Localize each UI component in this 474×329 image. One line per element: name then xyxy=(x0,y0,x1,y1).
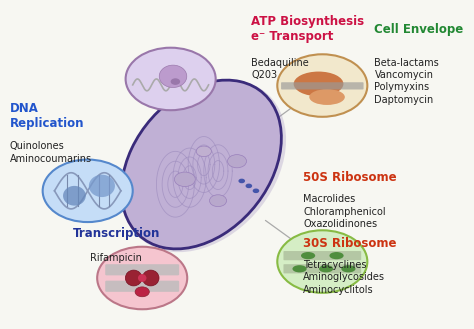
Circle shape xyxy=(196,146,211,157)
Ellipse shape xyxy=(159,65,187,88)
Ellipse shape xyxy=(121,80,286,252)
Ellipse shape xyxy=(319,265,333,272)
Ellipse shape xyxy=(301,252,315,259)
Circle shape xyxy=(97,247,187,309)
Text: 30S Ribosome: 30S Ribosome xyxy=(303,237,397,250)
FancyBboxPatch shape xyxy=(105,264,179,275)
Text: 50S Ribosome: 50S Ribosome xyxy=(303,171,397,184)
Ellipse shape xyxy=(329,252,344,259)
Text: Beta-lactams
Vancomycin
Polymyxins
Daptomycin: Beta-lactams Vancomycin Polymyxins Dapto… xyxy=(374,58,439,105)
Circle shape xyxy=(277,54,367,117)
Circle shape xyxy=(253,189,259,193)
Ellipse shape xyxy=(63,186,86,206)
Circle shape xyxy=(210,195,227,207)
Circle shape xyxy=(277,230,367,293)
Ellipse shape xyxy=(309,89,345,105)
Circle shape xyxy=(43,160,133,222)
Ellipse shape xyxy=(294,72,343,96)
Ellipse shape xyxy=(89,175,115,197)
FancyBboxPatch shape xyxy=(281,82,364,89)
FancyBboxPatch shape xyxy=(105,281,179,292)
Ellipse shape xyxy=(138,274,146,282)
Ellipse shape xyxy=(292,265,307,272)
Circle shape xyxy=(174,172,195,187)
Text: Transcription: Transcription xyxy=(73,227,160,240)
FancyBboxPatch shape xyxy=(283,264,361,273)
Text: Rifampicin: Rifampicin xyxy=(90,253,142,263)
Text: Macrolides
Chloramphenicol
Oxazolidinones: Macrolides Chloramphenicol Oxazolidinone… xyxy=(303,194,386,229)
Circle shape xyxy=(246,184,252,188)
Ellipse shape xyxy=(125,270,142,286)
Circle shape xyxy=(228,155,246,168)
FancyBboxPatch shape xyxy=(283,251,361,260)
Text: ATP Biosynthesis
e⁻ Transport: ATP Biosynthesis e⁻ Transport xyxy=(251,15,365,43)
Text: Bedaquiline
Q203: Bedaquiline Q203 xyxy=(251,58,309,80)
Ellipse shape xyxy=(171,78,180,85)
Circle shape xyxy=(126,48,216,110)
Text: DNA
Replication: DNA Replication xyxy=(9,102,84,130)
Ellipse shape xyxy=(341,265,356,272)
Ellipse shape xyxy=(135,287,149,297)
Text: Tetracyclines
Aminoglycosides
Aminocyclitols: Tetracyclines Aminoglycosides Aminocycli… xyxy=(303,260,385,295)
Ellipse shape xyxy=(142,270,159,286)
Circle shape xyxy=(238,179,245,183)
Text: Cell Envelope: Cell Envelope xyxy=(374,23,464,36)
Text: Quinolones
Aminocoumarins: Quinolones Aminocoumarins xyxy=(9,141,91,164)
Ellipse shape xyxy=(121,80,282,249)
